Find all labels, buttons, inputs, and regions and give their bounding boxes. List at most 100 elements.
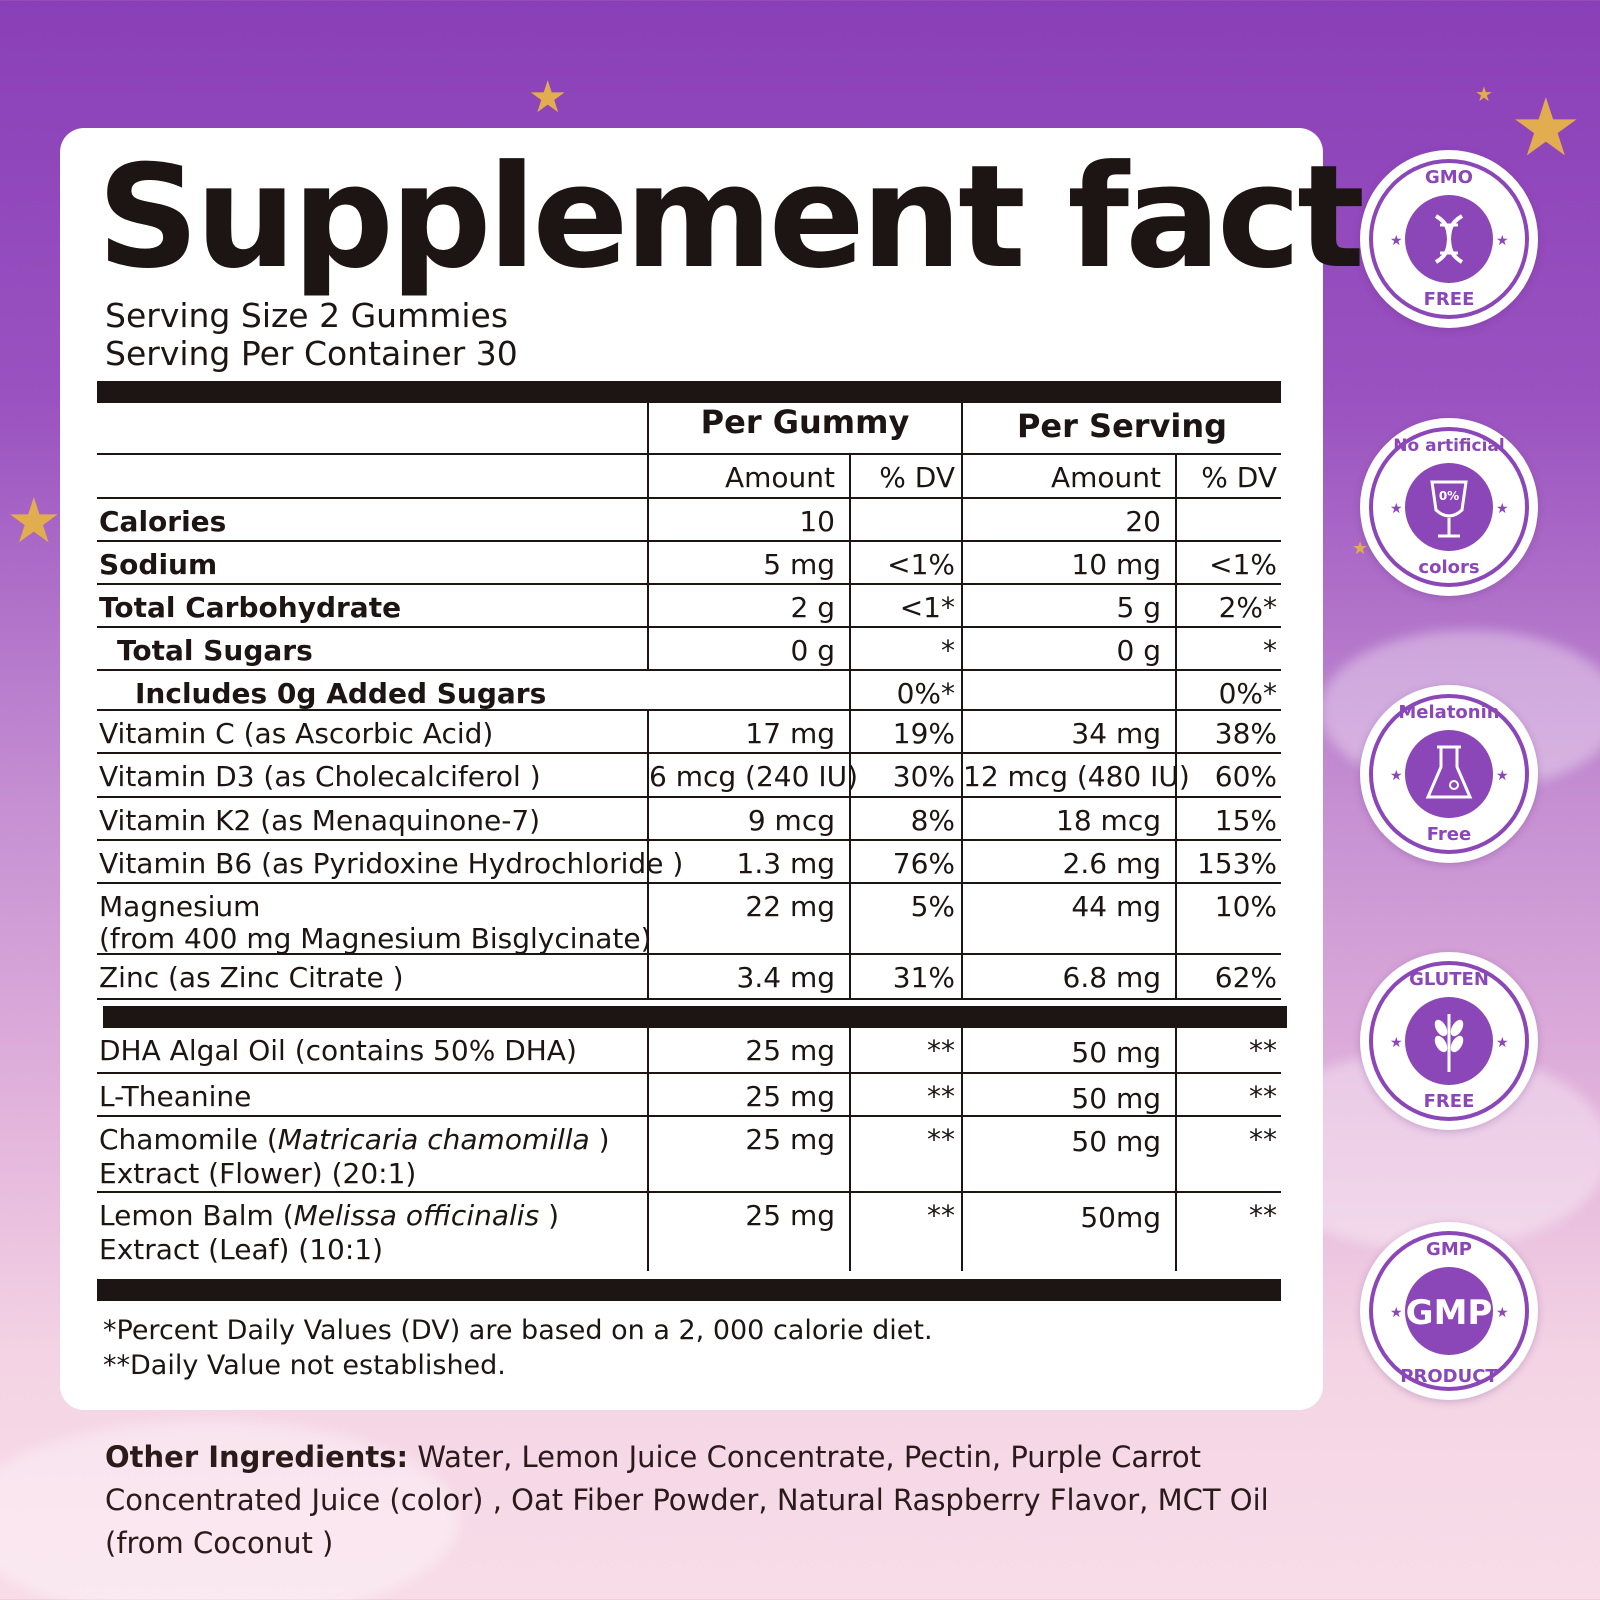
star-icon: ★ <box>6 484 62 557</box>
page-title: Supplement facts <box>97 135 1445 300</box>
value: 25 mg <box>745 1199 835 1232</box>
table-row: Includes 0g Added Sugars 0%* 0%* <box>97 671 1281 711</box>
name-part: ) <box>539 1199 559 1232</box>
cell-dv-gummy: <1% <box>849 542 961 583</box>
cell-amount-gummy: 25 mg <box>647 1074 849 1115</box>
cell-name: Calories <box>97 499 647 540</box>
svg-text:★: ★ <box>1390 501 1403 517</box>
row-name: Zinc (as Zinc Citrate ) <box>99 961 404 994</box>
latin-name: Melissa officinalis <box>293 1199 540 1232</box>
header-per-serving: Per Serving <box>961 403 1281 453</box>
facts-table-ingredients: DHA Algal Oil (contains 50% DHA) 25 mg ** 5… <box>97 1028 1281 1271</box>
header-dv-2: % DV <box>1175 455 1281 497</box>
svg-text:★: ★ <box>1390 233 1403 249</box>
header-per-gummy: Per Gummy <box>647 403 961 453</box>
row-name-detail: (from 400 mg Magnesium Bisglycinate) <box>99 922 652 955</box>
cell-dv-gummy: ** <box>849 1074 961 1115</box>
top-rule <box>97 381 1281 403</box>
wine-glass-icon: 0% No artificial colors ★ ★ <box>1369 427 1529 587</box>
table-header-columns: Amount % DV Amount % DV <box>97 455 1281 499</box>
cell-dv-serving: * <box>1175 628 1281 669</box>
value: 62% <box>1214 961 1277 994</box>
header-dv-1: % DV <box>849 455 961 497</box>
row-name: L-Theanine <box>99 1080 252 1113</box>
cell-amount-serving: 50 mg <box>961 1074 1175 1115</box>
cell-dv-serving: <1% <box>1175 542 1281 583</box>
svg-text:colors: colors <box>1418 557 1479 578</box>
ingredient-rows: DHA Algal Oil (contains 50% DHA) 25 mg ** 5… <box>97 1028 1281 1271</box>
svg-text:★: ★ <box>1496 233 1509 249</box>
row-name: Total Carbohydrate <box>99 591 402 624</box>
row-name: Vitamin K2 (as Menaquinone-7) <box>99 804 541 837</box>
value: 60% <box>1214 760 1277 793</box>
cell-amount-serving: 50 mg <box>961 1117 1175 1191</box>
value: 2.6 mg <box>1062 847 1161 880</box>
value: 38% <box>1214 717 1277 750</box>
cell-name: Lemon Balm (Melissa officinalis ) Extract… <box>97 1193 647 1271</box>
cell-amount-gummy: 6 mcg (240 IU) <box>647 754 859 796</box>
cell-amount-serving: 2.6 mg <box>961 841 1175 882</box>
cell-dv-serving: 38% <box>1175 711 1281 752</box>
table-row: Vitamin K2 (as Menaquinone-7) 9 mcg 8% 18 m… <box>97 798 1281 841</box>
value: 2 g <box>790 591 836 624</box>
wheat-icon: GLUTEN FREE ★ ★ <box>1369 961 1529 1121</box>
value: 0 g <box>790 634 836 667</box>
badge-gluten-free: GLUTEN FREE ★ ★ <box>1360 952 1538 1130</box>
middle-rule <box>103 1006 1287 1028</box>
other-ingredients-text: Water, Lemon Juice Concentrate, Pectin, … <box>105 1440 1269 1560</box>
value: 5 g <box>1116 591 1162 624</box>
svg-text:FREE: FREE <box>1424 289 1475 310</box>
value: ** <box>1249 1034 1277 1067</box>
cell-dv-gummy: 30% <box>849 754 961 796</box>
svg-text:PRODUCT: PRODUCT <box>1400 1366 1498 1387</box>
bottom-rule <box>97 1279 1281 1301</box>
svg-text:FREE: FREE <box>1424 1091 1475 1112</box>
value: 5% <box>910 890 955 923</box>
star-icon: ★ <box>1352 538 1369 559</box>
svg-text:GLUTEN: GLUTEN <box>1409 969 1489 990</box>
cell-dv-serving: ** <box>1175 1074 1281 1115</box>
cell-amount-gummy: 3.4 mg <box>647 955 849 998</box>
cell-amount-serving: 12 mcg (480 IU) <box>961 754 1190 796</box>
cell-dv-gummy: * <box>849 628 961 669</box>
table-row: Vitamin C (as Ascorbic Acid) 17 mg 19% 34 m… <box>97 711 1281 754</box>
row-name: Vitamin D3 (as Cholecalciferol ) <box>99 760 541 793</box>
value: * <box>1263 634 1277 667</box>
cell-dv-serving: 15% <box>1175 798 1281 839</box>
table-row: Total Carbohydrate 2 g <1* 5 g 2%* <box>97 585 1281 628</box>
value: 10% <box>1214 890 1277 923</box>
value: * <box>941 634 955 667</box>
value: 18 mcg <box>1056 804 1161 837</box>
row-name: Lemon Balm (Melissa officinalis ) <box>98 1199 647 1232</box>
table-row: L-Theanine 25 mg ** 50 mg ** <box>97 1074 1281 1117</box>
cell-dv-gummy <box>849 499 961 540</box>
svg-text:GMP: GMP <box>1406 1293 1493 1333</box>
value: 19% <box>892 717 955 750</box>
cell-name: Includes 0g Added Sugars <box>97 671 849 710</box>
cell-amount-serving <box>961 671 1175 709</box>
value: ** <box>1249 1123 1277 1156</box>
value: <1% <box>1209 548 1277 581</box>
cell-amount-gummy: 25 mg <box>647 1117 849 1191</box>
table-row: Sodium 5 mg <1% 10 mg <1% <box>97 542 1281 585</box>
value: ** <box>927 1199 955 1232</box>
cell-dv-serving: 2%* <box>1175 585 1281 626</box>
cell-amount-gummy: 0 g <box>647 628 849 669</box>
svg-text:0%: 0% <box>1439 489 1459 503</box>
row-name: Vitamin C (as Ascorbic Acid) <box>99 717 494 750</box>
row-name: Sodium <box>99 548 218 581</box>
svg-text:Free: Free <box>1427 824 1471 845</box>
svg-text:GMO: GMO <box>1425 167 1473 188</box>
value: <1* <box>899 591 955 624</box>
svg-text:Melatonin: Melatonin <box>1398 702 1499 723</box>
header-dv-label: % DV <box>1201 461 1277 494</box>
value: 8% <box>910 804 955 837</box>
header-per-gummy-label: Per Gummy <box>700 403 910 441</box>
row-name: Total Sugars <box>117 634 313 667</box>
value: 25 mg <box>745 1034 835 1067</box>
table-row: Chamomile (Matricaria chamomilla ) Extrac… <box>97 1117 1281 1193</box>
value: 5 mg <box>763 548 835 581</box>
cell-name: Total Sugars <box>97 628 647 669</box>
footnote-dv: *Percent Daily Values (DV) are based on … <box>103 1315 933 1346</box>
value: 6 mcg (240 IU) <box>649 760 859 793</box>
